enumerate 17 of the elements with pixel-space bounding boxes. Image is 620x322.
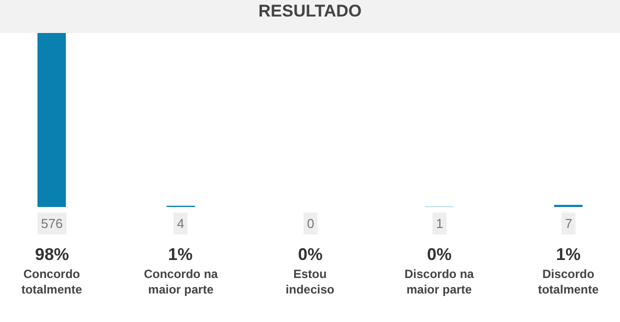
- text: 0%: [298, 245, 323, 264]
- x-tick-label: Concordo na maior parte: [144, 267, 218, 297]
- data-label: 0: [307, 216, 314, 231]
- text: 98%: [35, 245, 70, 264]
- data-label: 7: [565, 216, 572, 231]
- x-tick-label: Discordo na maior parte: [404, 267, 474, 297]
- data-label: 576: [41, 216, 63, 231]
- bar: [37, 33, 66, 207]
- text: 1%: [556, 245, 581, 264]
- x-tick-label: Estou indeciso: [286, 267, 334, 297]
- text: 1%: [168, 245, 193, 264]
- x-tick-label: Concordo totalmente: [21, 267, 82, 297]
- text: 0%: [427, 245, 452, 264]
- data-label: 4: [177, 216, 184, 231]
- chart-title: RESULTADO: [258, 2, 362, 21]
- data-label: 1: [436, 216, 444, 231]
- x-tick-label: Discordo totalmente: [538, 267, 599, 297]
